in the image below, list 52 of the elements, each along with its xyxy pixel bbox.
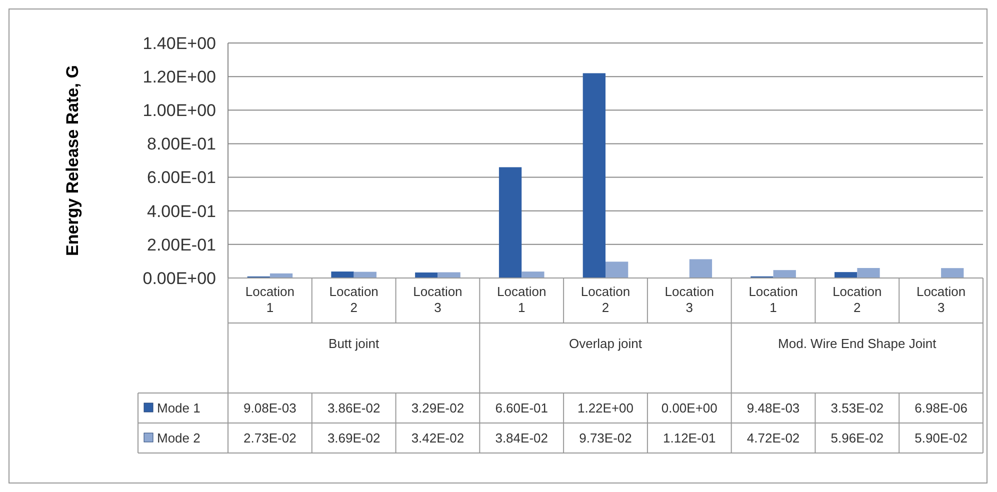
x-tick-label: Location 3	[916, 284, 966, 315]
text: Overlap joint	[569, 336, 642, 351]
legend-label: Mode 2	[157, 430, 200, 446]
data-label: 0.00E+00	[661, 400, 718, 416]
y-tick-label: 1.40E+00	[142, 34, 216, 53]
data-label: 3.29E-02	[411, 400, 464, 416]
data-label: 9.73E-02	[579, 430, 632, 446]
bar	[773, 270, 796, 278]
data-label: 4.72E-02	[746, 430, 800, 446]
data-label: 5.96E-02	[830, 430, 884, 446]
bar	[522, 272, 544, 278]
x-tick-label: Location 3	[413, 284, 462, 315]
bar	[941, 268, 964, 278]
data-label: 9.48E-03	[746, 400, 800, 416]
data-label: 3.53E-02	[830, 400, 884, 416]
bar	[498, 167, 522, 278]
data-label: 1.12E-01	[663, 430, 716, 446]
x-tick-label: Location 1	[748, 284, 798, 315]
y-tick-label: 1.00E+00	[142, 101, 216, 120]
bar	[689, 259, 712, 278]
data-label: 3.42E-02	[411, 430, 464, 446]
data-label: 2.73E-02	[244, 430, 296, 446]
data-label: 1.22E+00	[577, 400, 634, 416]
data-label: 3.84E-02	[495, 430, 548, 446]
data-label: 6.60E-01	[495, 400, 548, 416]
bar	[415, 272, 438, 278]
text: Mod. Wire End Shape Joint	[778, 336, 937, 351]
bar	[857, 268, 880, 278]
y-tick-label: 2.00E-01	[147, 235, 216, 254]
x-tick-label: Location 1	[245, 284, 295, 315]
legend-label: Mode 1	[157, 400, 200, 416]
y-tick-label: 1.20E+00	[142, 68, 216, 87]
x-tick-label: Location 2	[329, 284, 378, 315]
x-tick-label: Location 2	[580, 284, 630, 315]
bar	[606, 262, 628, 278]
bar	[331, 272, 354, 278]
data-label: 5.90E-02	[914, 430, 968, 446]
y-tick-label: 6.00E-01	[147, 168, 216, 188]
bar	[582, 73, 606, 278]
x-tick-label: Location 2	[832, 284, 882, 315]
y-tick-label: 4.00E-01	[147, 202, 216, 221]
y-tick-label: 8.00E-01	[147, 134, 216, 154]
bar	[834, 272, 858, 278]
data-label: 6.98E-06	[914, 400, 968, 416]
data-label: 9.08E-03	[244, 400, 296, 416]
data-label: 3.86E-02	[327, 400, 380, 416]
y-tick-label: 0.00E+00	[142, 268, 216, 288]
x-tick-label: Location 3	[664, 284, 714, 315]
text: Butt joint	[328, 336, 380, 351]
y-axis-title: Energy Release Rate, G	[63, 65, 82, 256]
data-label: 3.69E-02	[327, 430, 380, 446]
x-tick-label: Location 1	[497, 284, 546, 315]
